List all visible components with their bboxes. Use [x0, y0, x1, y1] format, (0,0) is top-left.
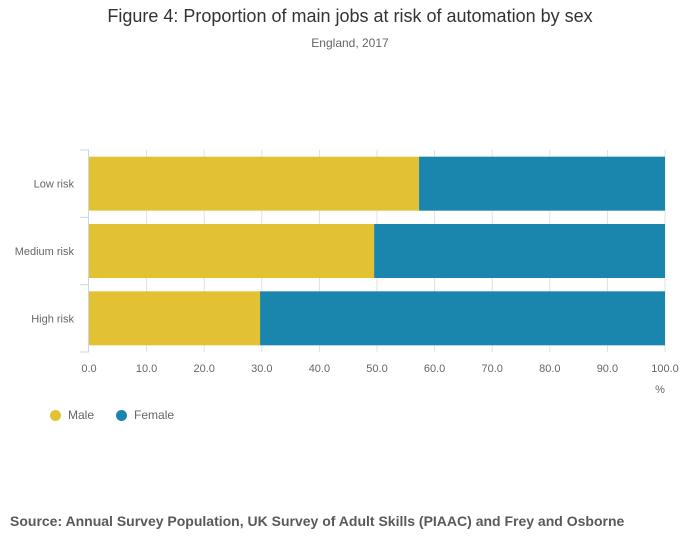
- bar-female: [419, 156, 665, 211]
- x-tick-label: 40.0: [309, 363, 330, 375]
- x-axis-label: %: [655, 384, 665, 396]
- x-tick-label: 0.0: [81, 363, 96, 375]
- x-tick-label: 50.0: [366, 363, 387, 375]
- bar-male: [89, 291, 261, 346]
- x-tick-label: 20.0: [193, 363, 214, 375]
- legend-label-female: Female: [134, 408, 175, 422]
- y-tick-label: High risk: [31, 313, 74, 325]
- legend-item-male[interactable]: Male: [50, 408, 94, 422]
- chart-title: Figure 4: Proportion of main jobs at ris…: [107, 6, 593, 26]
- legend-item-female[interactable]: Female: [116, 408, 174, 422]
- chart-subtitle: England, 2017: [311, 36, 389, 50]
- legend: Male Female: [50, 408, 174, 422]
- y-tick-label: Low risk: [34, 179, 75, 191]
- bar-female: [374, 224, 665, 278]
- x-tick-label: 10.0: [136, 363, 157, 375]
- bar-female: [260, 291, 665, 346]
- bar-male: [89, 156, 420, 211]
- x-tick-label: 90.0: [597, 363, 618, 375]
- x-tick-label: 80.0: [539, 363, 560, 375]
- y-tick-label: Medium risk: [15, 246, 75, 258]
- x-tick-label: 60.0: [424, 363, 445, 375]
- x-tick-label: 100.0: [651, 363, 679, 375]
- source-note: Source: Annual Survey Population, UK Sur…: [10, 513, 625, 529]
- legend-swatch-female: [116, 409, 128, 421]
- legend-label-male: Male: [68, 408, 95, 422]
- bar-male: [89, 224, 375, 278]
- x-tick-label: 70.0: [481, 363, 502, 375]
- x-tick-label: 30.0: [251, 363, 272, 375]
- legend-swatch-male: [50, 409, 61, 421]
